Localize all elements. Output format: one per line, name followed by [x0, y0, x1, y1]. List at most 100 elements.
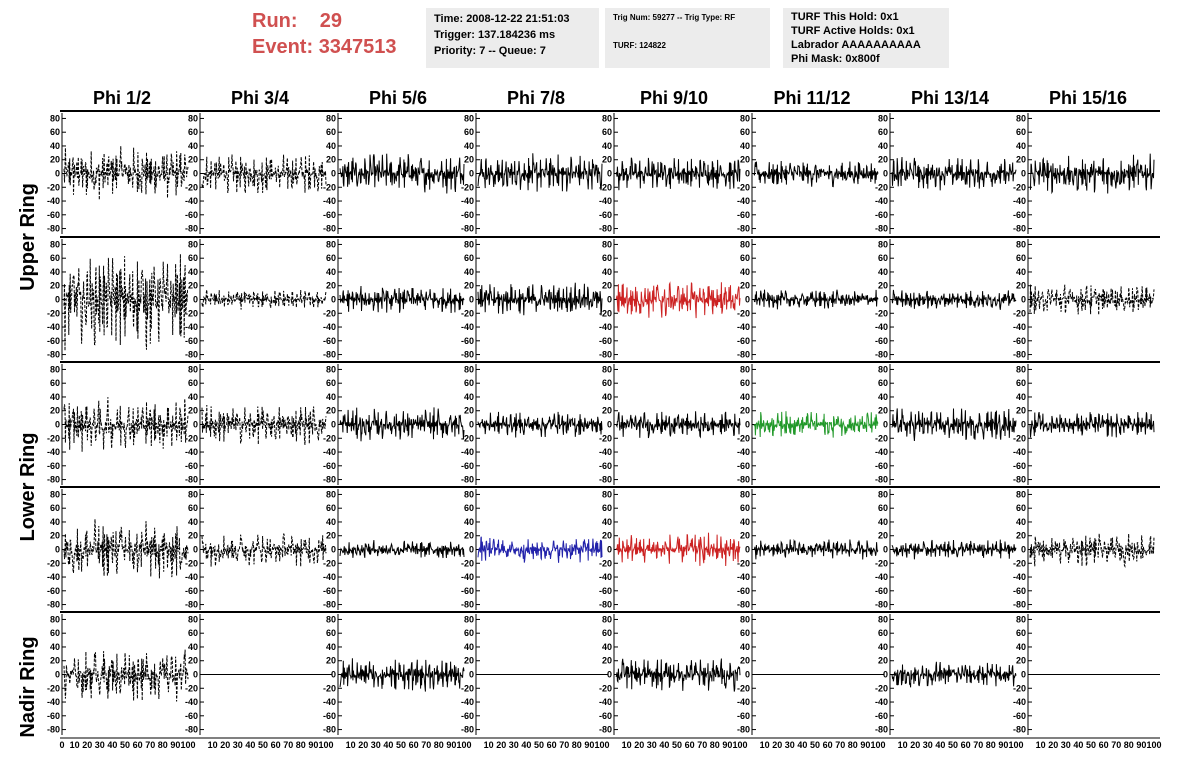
y-tick-label: -20	[461, 433, 474, 443]
y-tick-label: 0	[883, 295, 888, 305]
waveform-panel-r4-c5: 80 60 40 20 0 -20 -40 -60 -80	[737, 614, 884, 735]
x-tick-label: 40	[521, 740, 531, 750]
x-tick-label: 10	[346, 740, 356, 750]
y-tick-label: -80	[875, 350, 888, 360]
column-header-phi-3-4: Phi 3/4	[230, 88, 290, 108]
y-tick-label: 20	[50, 406, 60, 416]
x-tick-label: 70	[697, 740, 707, 750]
y-tick-label: -20	[461, 683, 474, 693]
y-tick-label: 0	[193, 295, 198, 305]
y-tick-label: -60	[185, 586, 198, 596]
y-tick-label: -20	[461, 558, 474, 568]
y-tick-label: 0	[55, 420, 60, 430]
y-tick-label: 60	[878, 253, 888, 263]
x-tick-label: 20	[496, 740, 506, 750]
y-tick-label: -40	[737, 322, 750, 332]
y-tick-label: -60	[1013, 711, 1026, 721]
y-tick-label: 20	[188, 155, 198, 165]
y-tick-label: 60	[740, 127, 750, 137]
x-tick-label: 90	[446, 740, 456, 750]
y-tick-label: 20	[740, 406, 750, 416]
y-tick-label: 60	[464, 503, 474, 513]
y-tick-label: -80	[461, 725, 474, 735]
x-tick-label: 10	[208, 740, 218, 750]
y-tick-label: -40	[461, 322, 474, 332]
y-tick-label: -40	[599, 322, 612, 332]
waveform-trace	[339, 540, 465, 559]
y-tick-label: -80	[323, 475, 336, 485]
y-tick-label: -80	[185, 475, 198, 485]
x-tick-label: 90	[722, 740, 732, 750]
waveform-panel-r3-c5: 80 60 40 20 0 -20 -40 -60 -80	[737, 489, 879, 610]
y-tick-label: 0	[745, 545, 750, 555]
y-tick-label: 80	[464, 239, 474, 249]
y-tick-label: -80	[875, 475, 888, 485]
waveform-trace	[615, 658, 741, 692]
x-tick-label: 90	[308, 740, 318, 750]
waveform-trace	[615, 411, 741, 439]
x-tick-label: 30	[233, 740, 243, 750]
y-tick-label: 40	[188, 267, 198, 277]
y-tick-label: 20	[50, 281, 60, 291]
y-tick-label: 60	[1016, 378, 1026, 388]
y-tick-label: 80	[326, 113, 336, 123]
x-tick-label: 60	[685, 740, 695, 750]
y-tick-label: -60	[323, 586, 336, 596]
x-tick-label: 60	[1099, 740, 1109, 750]
waveform-panel-r4-c6: 80 60 40 20 0 -20 -40 -60 -80	[875, 614, 1017, 735]
y-tick-label: 20	[326, 155, 336, 165]
y-tick-label: 0	[607, 295, 612, 305]
y-tick-label: 40	[326, 267, 336, 277]
y-tick-label: 80	[878, 364, 888, 374]
y-tick-label: 20	[878, 406, 888, 416]
y-tick-label: -20	[47, 182, 60, 192]
y-tick-label: 40	[878, 267, 888, 277]
waveform-panel-r1-c4: 80 60 40 20 0 -20 -40 -60 -80	[599, 239, 741, 360]
y-tick-label: -80	[737, 475, 750, 485]
waveform-panel-r2-c5: 80 60 40 20 0 -20 -40 -60 -80	[737, 364, 879, 485]
y-tick-label: 80	[188, 239, 198, 249]
y-tick-label: 40	[878, 392, 888, 402]
y-tick-label: 80	[740, 113, 750, 123]
y-tick-label: -20	[323, 558, 336, 568]
y-tick-label: 0	[1021, 670, 1026, 680]
y-tick-label: -20	[875, 433, 888, 443]
column-header-phi-15-16: Phi 15/16	[1048, 88, 1128, 108]
y-tick-label: 80	[188, 489, 198, 499]
x-tick-label: 50	[534, 740, 544, 750]
y-tick-label: -60	[323, 336, 336, 346]
y-tick-label: 40	[602, 141, 612, 151]
y-tick-label: 0	[55, 295, 60, 305]
y-tick-label: 60	[326, 503, 336, 513]
x-tick-label: 20	[358, 740, 368, 750]
waveform-panel-r0-c7: 80 60 40 20 0 -20 -40 -60 -80	[1013, 113, 1155, 234]
y-tick-label: 60	[878, 503, 888, 513]
waveform-trace	[753, 538, 879, 560]
x-tick-label: 100	[870, 740, 885, 750]
y-tick-label: -60	[461, 210, 474, 220]
waveform-panel-r0-c1: 80 60 40 20 0 -20 -40 -60 -80	[185, 113, 327, 234]
waveform-panel-r1-c0: 80 60 40 20 0 -20 -40 -60 -80	[47, 239, 189, 360]
x-tick-label: 70	[835, 740, 845, 750]
x-tick-label: 80	[986, 740, 996, 750]
y-tick-label: 0	[55, 545, 60, 555]
y-tick-label: -20	[875, 558, 888, 568]
waveform-panel-r0-c6: 80 60 40 20 0 -20 -40 -60 -80	[875, 113, 1017, 234]
y-tick-label: -40	[599, 196, 612, 206]
x-tick-label: 80	[572, 740, 582, 750]
y-tick-label: 80	[1016, 489, 1026, 499]
x-tick-label: 20	[910, 740, 920, 750]
y-tick-label: -60	[875, 336, 888, 346]
y-tick-label: 0	[331, 169, 336, 179]
x-tick-label: 40	[659, 740, 669, 750]
y-tick-label: 60	[326, 378, 336, 388]
x-tick-label: 40	[1073, 740, 1083, 750]
y-tick-label: 20	[464, 406, 474, 416]
waveform-trace	[1029, 411, 1155, 438]
y-tick-label: -40	[875, 697, 888, 707]
y-tick-label: 80	[740, 364, 750, 374]
y-tick-label: -60	[461, 336, 474, 346]
waveform-trace	[339, 407, 465, 442]
y-tick-label: 80	[50, 364, 60, 374]
waveform-panel-r2-c7: 80 60 40 20 0 -20 -40 -60 -80	[1013, 364, 1155, 485]
